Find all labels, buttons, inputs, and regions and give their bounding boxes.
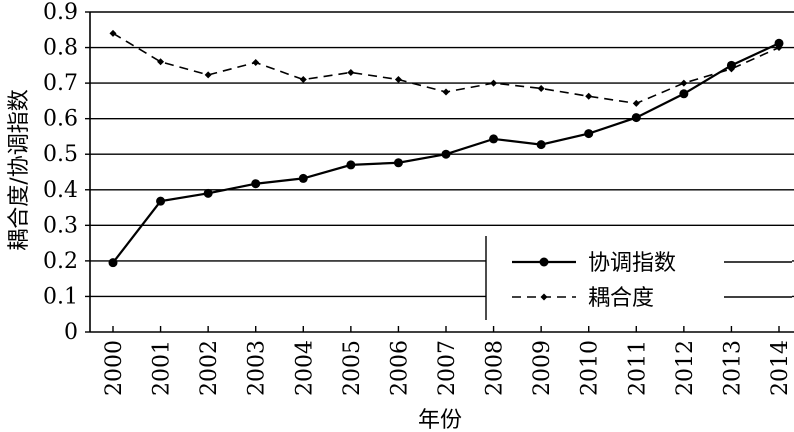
- data-point: [108, 258, 118, 268]
- data-point: [109, 29, 117, 37]
- data-point: [252, 58, 260, 66]
- x-tick-label: 2004: [292, 340, 317, 396]
- y-tick-label: 0: [64, 320, 78, 345]
- y-tick-labels: 0 0.1 0.2 0.3 0.4 0.5 0.6 0.7 0.8 0.9: [43, 0, 78, 345]
- data-point: [585, 92, 593, 100]
- data-point: [442, 88, 450, 96]
- x-tick-label: 2002: [197, 340, 222, 396]
- x-tick-label: 2005: [340, 340, 365, 396]
- data-point: [441, 149, 451, 159]
- x-tick-label: 2012: [673, 340, 698, 396]
- y-tick-label: 0.9: [43, 0, 78, 25]
- axes: [85, 11, 794, 333]
- data-point: [346, 160, 356, 170]
- data-point: [347, 68, 355, 76]
- data-point: [680, 79, 688, 87]
- data-point: [489, 134, 499, 144]
- x-tick-label: 2007: [435, 340, 460, 396]
- data-point: [251, 179, 261, 189]
- legend-marker: [539, 257, 549, 267]
- x-tick-label: 2014: [768, 340, 793, 396]
- y-tick-label: 0.1: [43, 284, 78, 309]
- y-tick-label: 0.6: [43, 107, 78, 132]
- x-tick-label: 2003: [245, 340, 270, 396]
- data-point: [393, 158, 403, 168]
- data-point: [204, 71, 212, 79]
- y-tick-label: 0.7: [43, 71, 78, 96]
- legend-label: 耦合度: [588, 286, 654, 311]
- data-point: [157, 58, 165, 66]
- data-point: [299, 76, 307, 84]
- data-point: [536, 140, 546, 150]
- x-tick-label: 2013: [720, 340, 745, 396]
- series: [108, 29, 784, 268]
- legend-marker: [540, 293, 548, 301]
- data-point: [631, 113, 641, 123]
- legend-item: 协调指数: [512, 251, 792, 276]
- x-tick-label: 2011: [625, 340, 650, 396]
- data-point: [394, 76, 402, 84]
- y-tick-label: 0.4: [43, 178, 78, 203]
- data-point: [774, 38, 784, 48]
- x-tick-label: 2001: [150, 340, 175, 396]
- data-point: [727, 65, 735, 73]
- x-tick-label: 2000: [102, 340, 127, 396]
- x-tick-label: 2009: [530, 340, 555, 396]
- x-tick-labels: 2000 2001 2002 2003 2004 2005 2006 2007 2008 2009…: [102, 340, 793, 396]
- data-point: [156, 196, 166, 206]
- series-2: [109, 29, 783, 107]
- data-point: [679, 89, 689, 99]
- y-tick-label: 0.8: [43, 36, 78, 61]
- x-tick-label: 2006: [387, 340, 412, 396]
- x-axis-title: 年份: [418, 408, 462, 432]
- y-axis-title: 耦合度/协调指数: [7, 89, 32, 250]
- legend-item: 耦合度: [512, 286, 792, 311]
- y-tick-label: 0.5: [43, 142, 78, 167]
- y-tick-label: 0.2: [43, 249, 78, 274]
- legend-box: [486, 236, 792, 320]
- data-point: [632, 99, 640, 107]
- data-point: [775, 44, 783, 52]
- data-point: [584, 129, 594, 139]
- data-point: [537, 84, 545, 92]
- x-tick-label: 2008: [483, 340, 508, 396]
- x-tick-label: 2010: [578, 340, 603, 396]
- data-point: [490, 79, 498, 87]
- data-point: [298, 173, 308, 183]
- data-point: [203, 188, 213, 198]
- legend-label: 协调指数: [588, 251, 676, 276]
- y-tick-label: 0.3: [43, 213, 78, 238]
